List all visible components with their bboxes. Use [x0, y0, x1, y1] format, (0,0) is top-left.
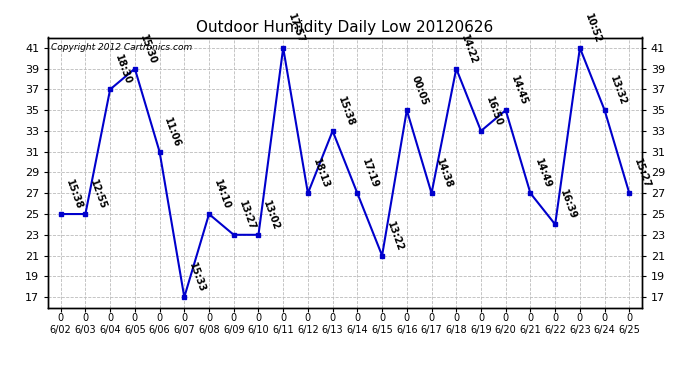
Text: 14:49: 14:49	[533, 158, 553, 190]
Text: 16:39: 16:39	[558, 189, 578, 221]
Title: Outdoor Humidity Daily Low 20120626: Outdoor Humidity Daily Low 20120626	[197, 20, 493, 35]
Text: 18:13: 18:13	[311, 158, 331, 190]
Text: 15:30: 15:30	[138, 33, 158, 66]
Text: 13:22: 13:22	[385, 220, 405, 252]
Text: 15:38: 15:38	[63, 178, 83, 211]
Text: 10:52: 10:52	[583, 12, 603, 45]
Text: 16:50: 16:50	[484, 95, 504, 128]
Text: 12:55: 12:55	[88, 178, 108, 211]
Text: 18:30: 18:30	[113, 54, 133, 86]
Text: 13:27: 13:27	[237, 199, 257, 232]
Text: 00:05: 00:05	[410, 75, 430, 107]
Text: 14:10: 14:10	[212, 178, 232, 211]
Text: 17:19: 17:19	[360, 158, 380, 190]
Text: 14:22: 14:22	[460, 33, 480, 66]
Text: 11:06: 11:06	[163, 116, 183, 148]
Text: 13:32: 13:32	[608, 75, 628, 107]
Text: 17:57: 17:57	[286, 12, 306, 45]
Text: 15:27: 15:27	[632, 158, 652, 190]
Text: 14:38: 14:38	[435, 158, 455, 190]
Text: 14:45: 14:45	[509, 75, 529, 107]
Text: 13:02: 13:02	[262, 199, 282, 232]
Text: Copyright 2012 Cartronics.com: Copyright 2012 Cartronics.com	[51, 43, 193, 52]
Text: 15:33: 15:33	[187, 261, 207, 294]
Text: 15:38: 15:38	[335, 95, 355, 128]
